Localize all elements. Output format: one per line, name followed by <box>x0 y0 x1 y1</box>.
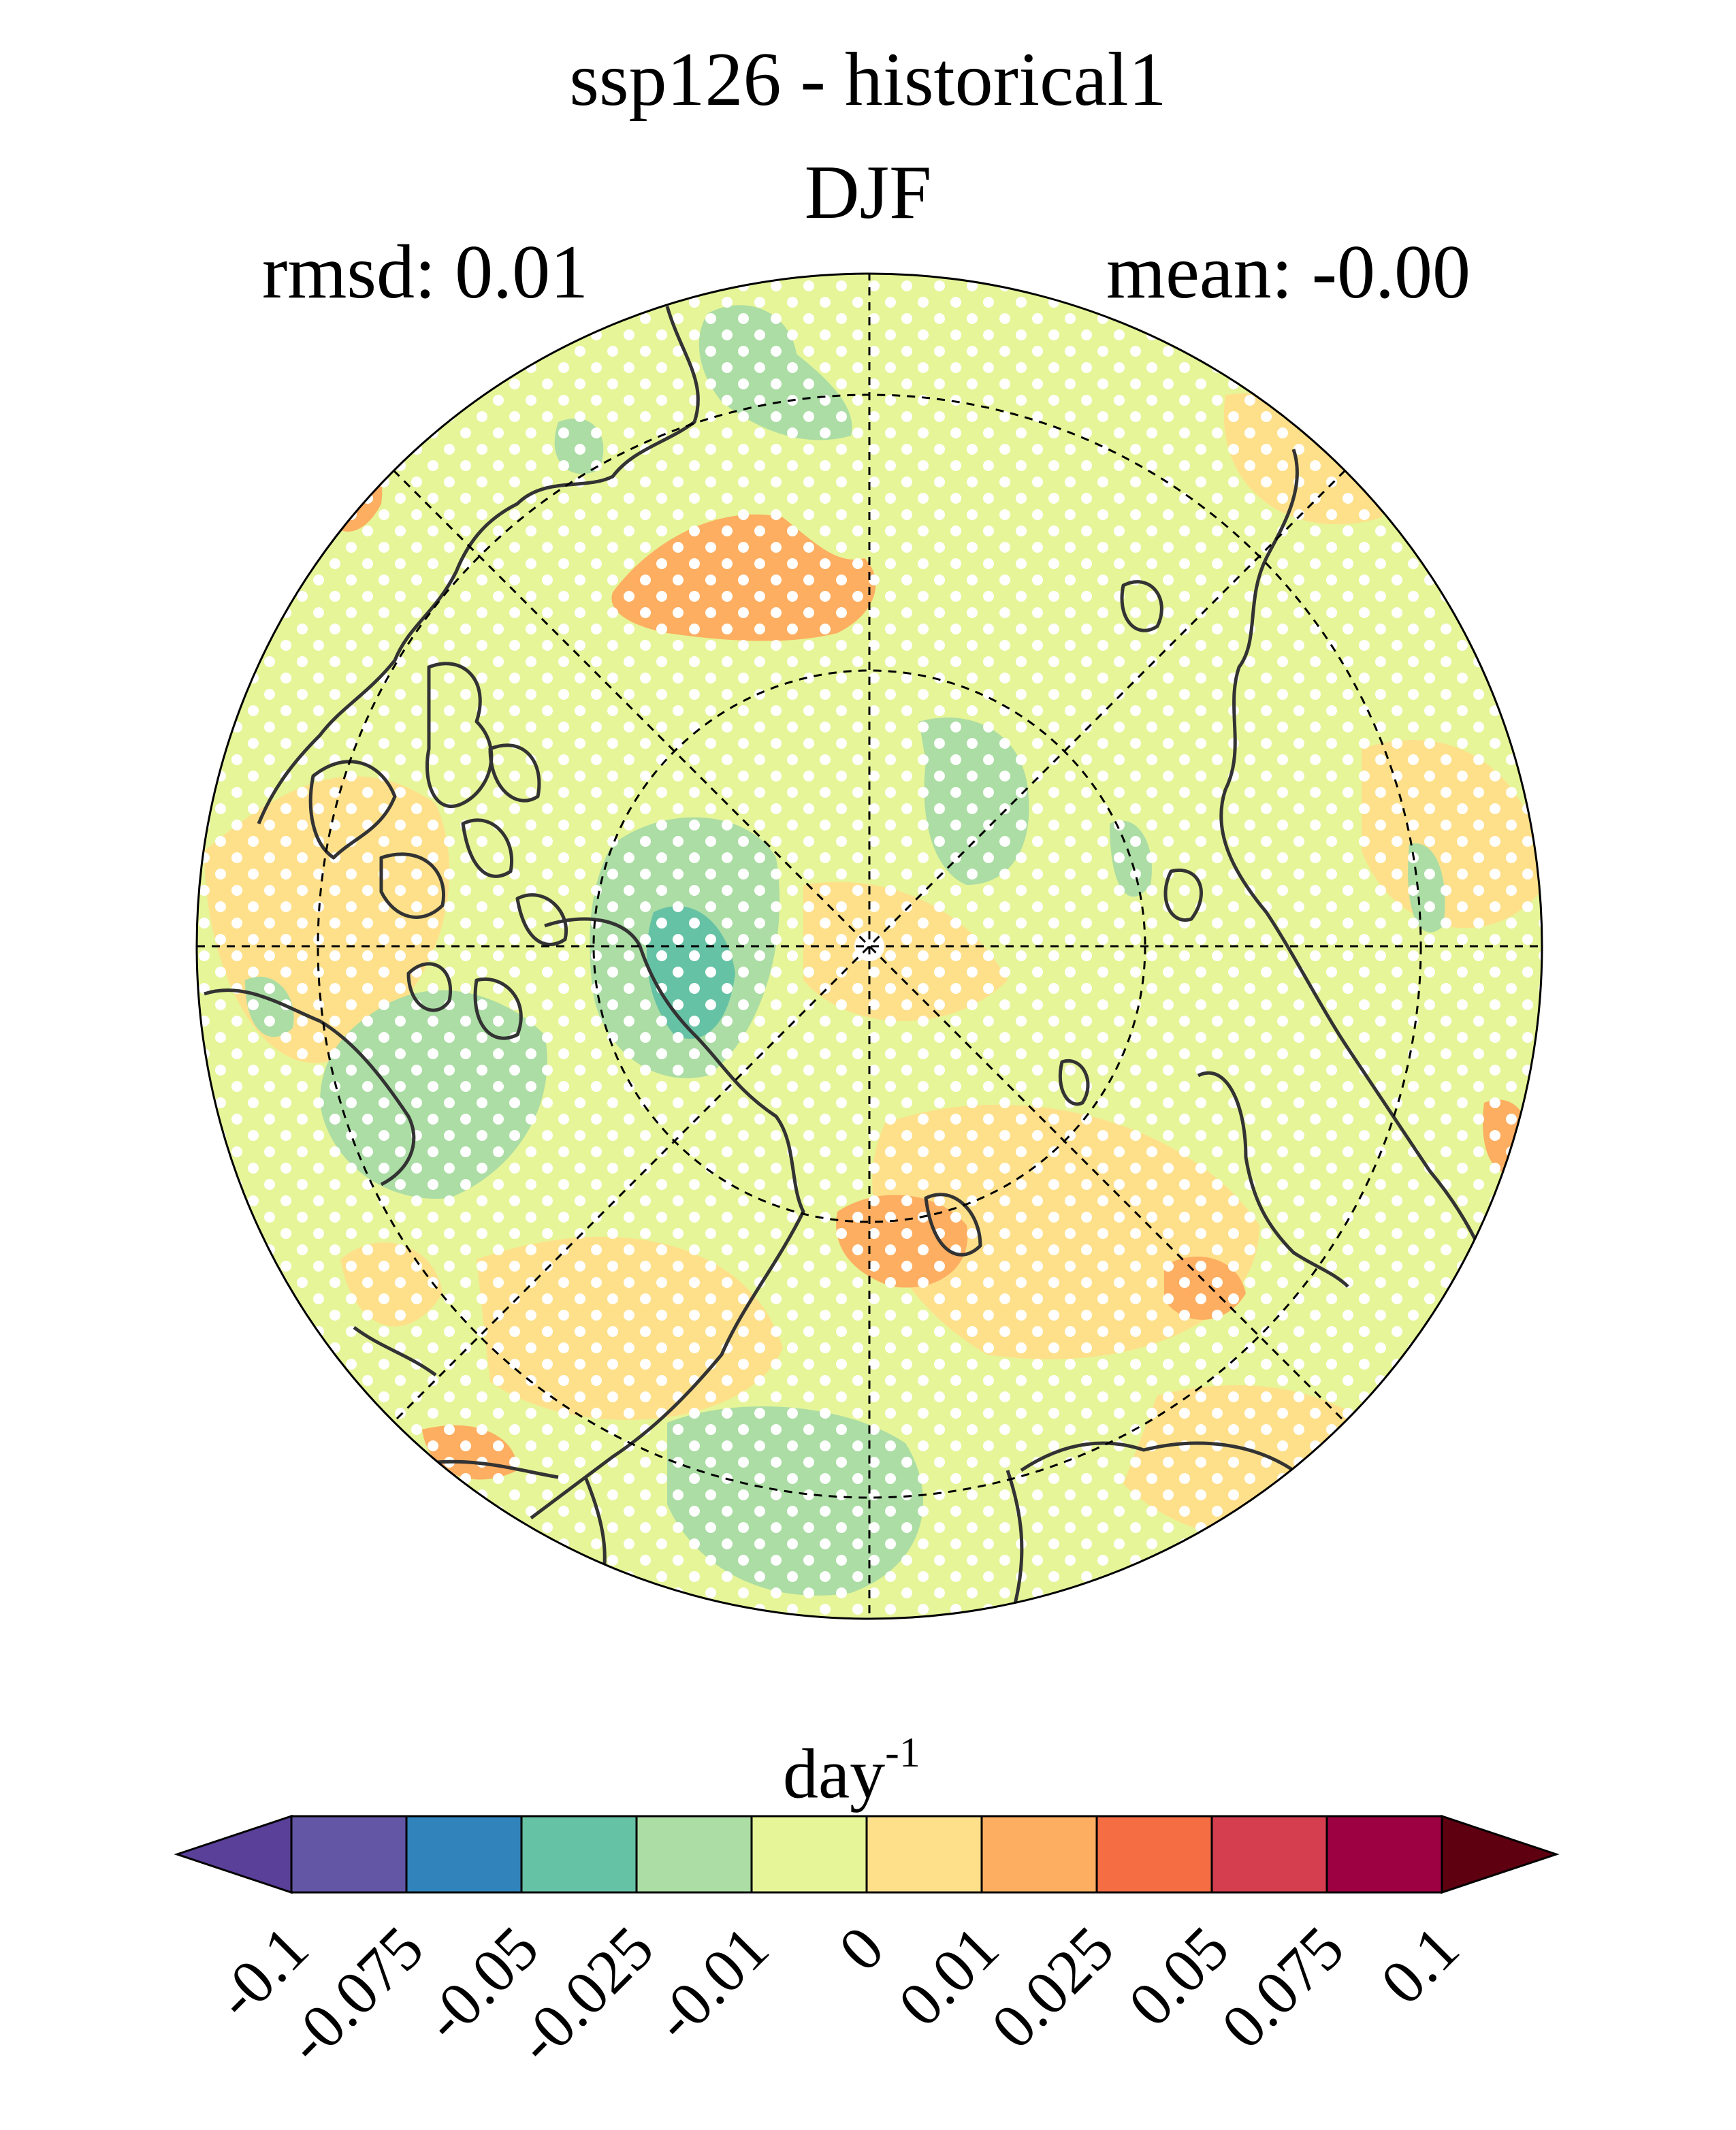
colorbar-tick-label: 0.025 <box>978 1913 1127 2061</box>
rmsd-label: rmsd: 0.01 <box>262 230 589 314</box>
colorbar-tick-label: 0 <box>825 1913 897 1984</box>
colorbar-tick-label: 0.1 <box>1368 1913 1472 2017</box>
colorbar-segment <box>1210 1815 1328 1894</box>
colorbar-segment <box>290 1815 408 1894</box>
colorbar-unit: day-1 <box>783 1730 920 1813</box>
map-border <box>195 272 1543 1620</box>
colorbar-tick-label: -0.025 <box>503 1913 666 2076</box>
colorbar-segment <box>405 1815 523 1894</box>
colorbar-segment <box>635 1815 753 1894</box>
mean-label: mean: -0.00 <box>1106 230 1470 314</box>
graticule <box>197 274 1542 1619</box>
map-title: ssp126 - historical1 <box>569 37 1167 122</box>
colorbar-segment <box>750 1815 868 1894</box>
season-label: DJF <box>804 150 932 235</box>
map-field <box>197 274 1542 1619</box>
colorbar-segment <box>520 1815 638 1894</box>
colorbar-segment <box>865 1815 983 1894</box>
colorbar-tick-label: -0.01 <box>641 1913 782 2054</box>
colorbar-tick-label: 0.075 <box>1208 1913 1357 2061</box>
colorbar-segment <box>1325 1815 1443 1894</box>
colorbar-segment <box>980 1815 1098 1894</box>
colorbar-extend-high <box>1441 1814 1560 1894</box>
colorbar-extend-low <box>174 1814 293 1894</box>
polar-map <box>195 272 1543 1620</box>
colorbar-segment <box>1095 1815 1213 1894</box>
colorbar-tick-label: -0.075 <box>273 1913 436 2076</box>
